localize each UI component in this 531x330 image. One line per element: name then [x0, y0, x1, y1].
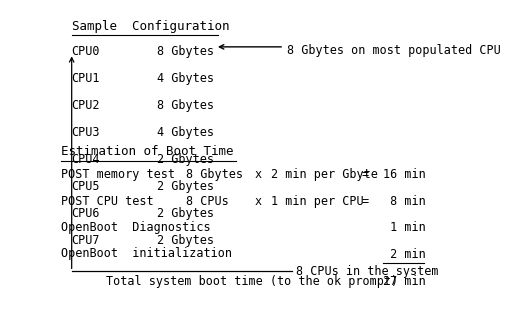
Text: OpenBoot  Diagnostics: OpenBoot Diagnostics [61, 221, 211, 234]
Text: Estimation of Boot Time: Estimation of Boot Time [61, 145, 234, 158]
Text: 2 Gbytes: 2 Gbytes [157, 207, 213, 220]
Text: CPU1: CPU1 [72, 72, 100, 84]
Text: 2 min: 2 min [383, 248, 426, 260]
Text: 2 min per Gbyte: 2 min per Gbyte [271, 168, 378, 181]
Text: 8 Gbytes: 8 Gbytes [186, 168, 243, 181]
Text: OpenBoot  initialization: OpenBoot initialization [61, 248, 232, 260]
Text: 4 Gbytes: 4 Gbytes [157, 72, 213, 84]
Text: CPU2: CPU2 [72, 99, 100, 112]
Text: 8 min: 8 min [383, 195, 426, 208]
Text: POST memory test: POST memory test [61, 168, 175, 181]
Text: 1 min: 1 min [383, 221, 426, 234]
Text: 2 Gbytes: 2 Gbytes [157, 180, 213, 193]
Text: =: = [361, 168, 368, 181]
Text: CPU7: CPU7 [72, 234, 100, 247]
Text: 8 Gbytes: 8 Gbytes [157, 99, 213, 112]
Text: 1 min per CPU: 1 min per CPU [271, 195, 363, 208]
Text: 16 min: 16 min [383, 168, 426, 181]
Text: CPU4: CPU4 [72, 153, 100, 166]
Text: POST CPU test: POST CPU test [61, 195, 153, 208]
Text: CPU3: CPU3 [72, 126, 100, 139]
Text: 2 Gbytes: 2 Gbytes [157, 153, 213, 166]
Text: x: x [255, 195, 262, 208]
Text: Sample  Configuration: Sample Configuration [72, 20, 229, 33]
Text: CPU6: CPU6 [72, 207, 100, 220]
Text: CPU5: CPU5 [72, 180, 100, 193]
Text: 8 CPUs in the system: 8 CPUs in the system [296, 265, 439, 278]
Text: Total system boot time (to the ok prompt): Total system boot time (to the ok prompt… [106, 275, 398, 287]
Text: 2 Gbytes: 2 Gbytes [157, 234, 213, 247]
Text: =: = [361, 195, 368, 208]
Text: 8 Gbytes on most populated CPU: 8 Gbytes on most populated CPU [287, 44, 501, 56]
Text: CPU0: CPU0 [72, 45, 100, 57]
Text: 8 Gbytes: 8 Gbytes [157, 45, 213, 57]
Text: 27 min: 27 min [383, 275, 426, 287]
Text: x: x [255, 168, 262, 181]
Text: 4 Gbytes: 4 Gbytes [157, 126, 213, 139]
Text: 8 CPUs: 8 CPUs [186, 195, 229, 208]
